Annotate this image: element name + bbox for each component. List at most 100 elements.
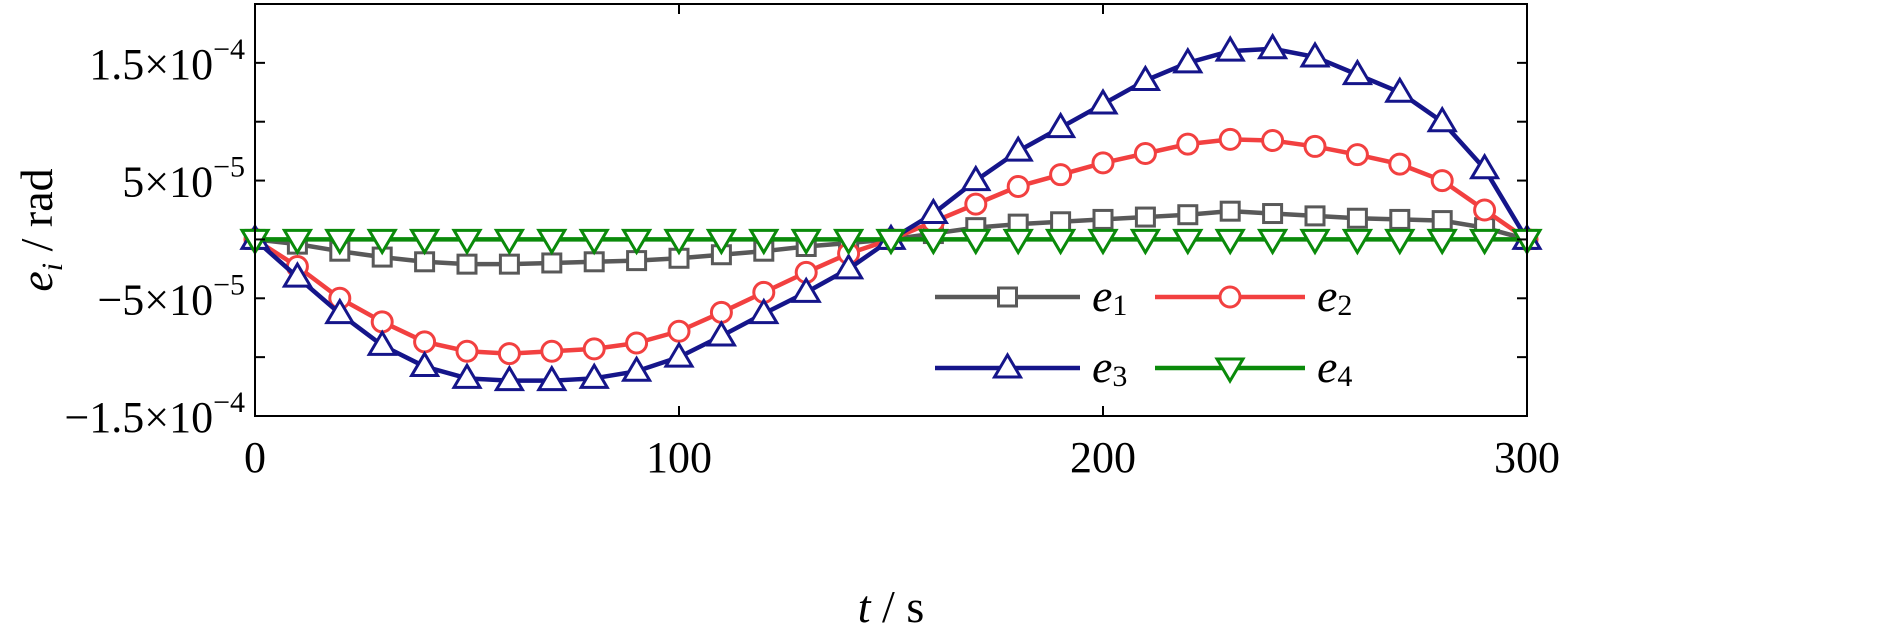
data-point-e4-14 — [832, 228, 865, 256]
data-point-e3-26 — [1341, 58, 1374, 86]
legend-label: e4 — [1317, 341, 1352, 393]
data-point-e3-25 — [1299, 41, 1331, 68]
legend-label: e2 — [1317, 270, 1352, 322]
data-point-e3-18 — [1002, 135, 1034, 162]
data-point-e4-8 — [578, 228, 610, 256]
data-point-e4-10 — [663, 228, 695, 256]
data-point-e3-8 — [578, 362, 610, 389]
data-point-e2-18 — [1006, 174, 1030, 198]
data-point-e3-7 — [536, 364, 568, 392]
data-point-e3-17 — [960, 164, 992, 192]
data-point-e3-6 — [493, 364, 526, 392]
legend: e1 e2 e3 e4 — [935, 270, 1352, 393]
data-point-e1-4 — [414, 251, 436, 273]
data-point-e3-10 — [663, 341, 695, 368]
data-point-e4-25 — [1299, 228, 1331, 256]
data-point-e2-26 — [1345, 143, 1369, 167]
legend-label: e1 — [1092, 270, 1127, 322]
data-point-e2-20 — [1091, 151, 1115, 175]
data-point-e3-19 — [1044, 111, 1077, 139]
legend-marker — [1218, 285, 1242, 309]
y-tick-label: 1.5×10−4 — [89, 33, 245, 89]
data-point-e3-4 — [408, 350, 441, 378]
y-tick-label: −1.5×10−4 — [64, 386, 245, 442]
data-point-e4-24 — [1256, 228, 1289, 256]
data-point-e1-28 — [1431, 210, 1453, 232]
data-point-e2-22 — [1176, 132, 1200, 156]
data-point-e1-22 — [1177, 204, 1199, 226]
data-point-e1-23 — [1219, 200, 1241, 222]
data-point-e4-17 — [960, 228, 992, 256]
data-point-e4-13 — [790, 228, 822, 256]
legend-label: e3 — [1092, 341, 1127, 393]
tick-layer — [254, 4, 1528, 417]
data-point-e4-28 — [1426, 228, 1458, 256]
data-point-e1-8 — [583, 251, 605, 273]
data-point-e3-24 — [1256, 32, 1289, 60]
data-point-e4-7 — [536, 228, 568, 256]
data-point-e4-18 — [1002, 228, 1034, 256]
data-point-e1-7 — [541, 252, 563, 274]
data-point-e4-23 — [1214, 228, 1246, 256]
data-point-e2-28 — [1430, 169, 1454, 193]
data-point-e3-16 — [917, 197, 950, 225]
data-point-e3-3 — [366, 329, 398, 356]
data-point-e2-24 — [1261, 129, 1285, 153]
x-tick-label: 300 — [1494, 433, 1560, 482]
y-tick-label: 5×10−5 — [122, 151, 245, 207]
data-point-e1-21 — [1134, 206, 1156, 228]
data-point-e3-9 — [620, 355, 653, 382]
data-point-e2-7 — [540, 339, 564, 363]
data-point-e3-5 — [451, 362, 483, 389]
data-point-e4-20 — [1087, 228, 1119, 256]
data-point-e2-5 — [455, 339, 479, 363]
legend-marker — [1214, 357, 1246, 384]
series-layer — [239, 32, 1543, 392]
data-point-e2-3 — [370, 310, 394, 334]
x-tick-label: 100 — [646, 433, 712, 482]
y-tick-label: −5×10−5 — [97, 268, 245, 324]
data-point-e4-16 — [917, 228, 950, 256]
data-point-e4-9 — [620, 228, 653, 256]
data-point-e2-29 — [1473, 198, 1497, 222]
data-point-e2-19 — [1049, 163, 1073, 187]
data-point-e2-27 — [1388, 152, 1412, 176]
data-point-e2-25 — [1303, 134, 1327, 158]
data-point-e4-11 — [705, 228, 738, 256]
x-tick-label: 200 — [1070, 433, 1136, 482]
data-point-e4-6 — [493, 228, 526, 256]
data-point-e2-9 — [625, 331, 649, 355]
data-point-e1-25 — [1304, 205, 1326, 227]
data-point-e3-29 — [1468, 152, 1501, 180]
data-point-e4-19 — [1044, 228, 1077, 256]
data-point-e3-23 — [1214, 35, 1246, 62]
data-point-e2-10 — [667, 319, 691, 343]
data-point-e4-4 — [408, 228, 441, 256]
data-point-e3-11 — [705, 320, 738, 347]
data-point-e3-20 — [1087, 88, 1119, 115]
data-point-e4-27 — [1384, 228, 1416, 256]
data-point-e1-24 — [1262, 203, 1284, 225]
y-axis-title: ei / rad — [11, 168, 69, 291]
legend-marker — [991, 352, 1024, 379]
x-axis-title: t / s — [858, 581, 924, 628]
series-e4 — [239, 228, 1543, 256]
data-point-e1-27 — [1389, 208, 1411, 230]
data-point-e3-27 — [1384, 76, 1416, 103]
data-point-e4-15 — [875, 228, 907, 256]
data-point-e1-20 — [1092, 208, 1114, 230]
data-point-e2-21 — [1133, 141, 1157, 165]
data-point-e4-22 — [1172, 228, 1204, 256]
x-tick-label: 0 — [244, 433, 266, 482]
series-e3 — [239, 32, 1543, 392]
data-point-e3-1 — [281, 261, 314, 288]
legend-item-e3: e3 — [935, 341, 1127, 393]
data-point-e1-19 — [1050, 211, 1072, 233]
data-point-e3-12 — [748, 297, 780, 325]
data-point-e4-26 — [1341, 228, 1374, 256]
data-point-e4-2 — [324, 228, 356, 256]
data-point-e4-21 — [1129, 228, 1162, 256]
data-point-e4-12 — [748, 228, 780, 256]
data-point-e4-3 — [366, 228, 398, 256]
data-point-e2-17 — [964, 192, 988, 216]
